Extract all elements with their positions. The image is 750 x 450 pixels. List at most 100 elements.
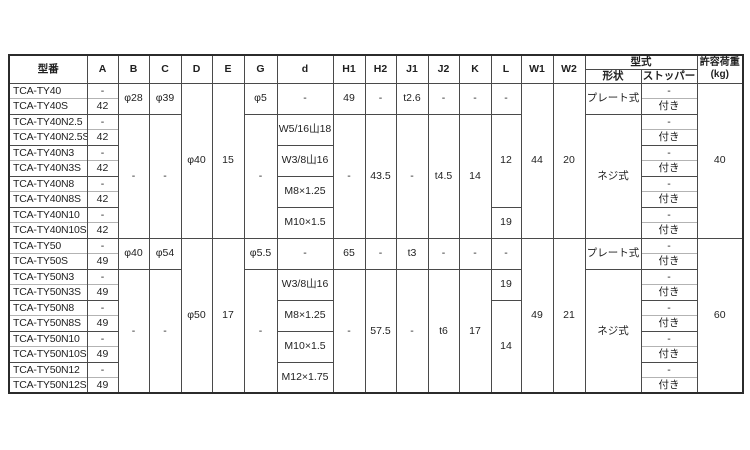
cell-stopper: 付き	[640, 284, 698, 300]
cell-A: -	[86, 82, 119, 99]
header-h2: H2	[364, 54, 397, 83]
spec-table-body: TCA-TY40- φ28 φ39 φ40 15 φ5-49- t2.6- - -44 20 プレー…	[8, 82, 744, 393]
cell-C: -	[148, 268, 182, 393]
header-a: A	[86, 54, 119, 83]
header-d-dia: D	[180, 54, 213, 83]
table-row: TCA-TY40N2.5S 42 付き	[8, 129, 743, 145]
cell-stopper: -	[640, 299, 698, 316]
cell-shape: ネジ式	[584, 268, 642, 393]
table-row: TCA-TY40N2.5- - - - W5/16山18-43.5- t4.5 14 12 ネジ…	[8, 113, 743, 238]
cell-A: -	[86, 268, 119, 285]
cell-L: 19	[490, 206, 522, 238]
cell-model: TCA-TY50N12	[8, 361, 88, 378]
table-row: TCA-TY40N3- W3/8山16-	[8, 144, 743, 176]
table-row: TCA-TY50- φ40 φ54 φ50 17 φ5.5-65- t3- - -49 21 プレー…	[8, 237, 744, 393]
cell-G: -	[243, 268, 278, 393]
cell-stopper: -	[640, 361, 698, 378]
cell-L: -	[490, 237, 522, 269]
cell-B: -	[117, 268, 150, 393]
cell-K: 14	[458, 113, 492, 238]
cell-model: TCA-TY40N10S	[8, 222, 88, 238]
cell-model: TCA-TY50N10	[8, 330, 88, 347]
cell-D: φ40	[180, 82, 213, 238]
cell-model: TCA-TY40N2.5S	[8, 129, 88, 145]
cell-d: M8×1.25	[276, 299, 334, 331]
cell-A: -	[86, 206, 119, 223]
cell-stopper: -	[640, 113, 698, 130]
cell-L: 14	[490, 299, 522, 393]
cell-H2: 43.5	[364, 113, 397, 238]
cell-W2: 20	[552, 82, 586, 238]
table-row: TCA-TY50N3S 49 付き	[8, 284, 743, 300]
cell-A: 49	[86, 377, 119, 393]
cell-model: TCA-TY40N3S	[8, 160, 88, 176]
cell-A: -	[86, 361, 119, 378]
cell-H1: -	[332, 113, 366, 238]
cell-model: TCA-TY50	[8, 237, 88, 254]
cell-A: -	[86, 299, 119, 316]
cell-stopper: -	[640, 330, 698, 347]
table-row: TCA-TY50N12S 49 付き	[8, 377, 743, 393]
table-row: TCA-TY40N10S 42 付き	[8, 222, 743, 238]
cell-model: TCA-TY40N2.5	[8, 113, 88, 130]
cell-model: TCA-TY40S	[8, 98, 88, 114]
cell-D: φ50	[180, 237, 213, 393]
cell-model: TCA-TY50N8	[8, 299, 88, 316]
cell-shape: プレート式	[584, 237, 642, 269]
cell-B: φ40	[117, 237, 150, 269]
cell-G: φ5.5	[243, 237, 278, 269]
cell-d: M10×1.5	[276, 206, 334, 238]
table-row: TCA-TY50N10- M10×1.5-	[8, 330, 743, 362]
cell-H2: -	[364, 237, 397, 269]
spec-table: 型番 A B C D E G d H1 H2 J1 J2 K L W1 W2 型…	[8, 54, 744, 394]
header-load-label: 許容荷重	[699, 57, 740, 69]
cell-stopper: 付き	[640, 191, 698, 207]
cell-H1: -	[332, 268, 366, 393]
cell-d: W3/8山16	[276, 268, 334, 300]
cell-model: TCA-TY50S	[8, 253, 88, 269]
header-type-group: 型式	[584, 54, 698, 69]
header-shape: 形状	[584, 68, 642, 83]
cell-d: -	[276, 82, 334, 114]
header-c: C	[148, 54, 182, 83]
cell-J1: t2.6	[395, 82, 429, 114]
cell-J2: -	[427, 237, 460, 269]
cell-A: -	[86, 144, 119, 161]
cell-stopper: 付き	[640, 346, 698, 362]
cell-stopper: -	[640, 175, 698, 192]
table-row: TCA-TY40N8- M8×1.25-	[8, 175, 743, 207]
cell-A: 49	[86, 284, 119, 300]
cell-H1: 65	[332, 237, 366, 269]
header-thread-d: d	[276, 54, 334, 83]
cell-model: TCA-TY50N3S	[8, 284, 88, 300]
header-k: K	[458, 54, 492, 83]
table-row: TCA-TY40- φ28 φ39 φ40 15 φ5-49- t2.6- - -44 20 プレー…	[8, 82, 744, 238]
table-row: TCA-TY50N8- M8×1.25 14-	[8, 299, 743, 393]
cell-J1: t3	[395, 237, 429, 269]
cell-stopper: 付き	[640, 129, 698, 145]
cell-W2: 21	[552, 237, 586, 393]
cell-A: 49	[86, 253, 119, 269]
header-row-sub: 形状 ストッパー	[9, 68, 743, 83]
cell-W1: 44	[520, 82, 554, 238]
cell-B: φ28	[117, 82, 150, 114]
cell-H1: 49	[332, 82, 366, 114]
table-row: TCA-TY50S 49 付き	[8, 253, 743, 269]
cell-A: 42	[86, 129, 119, 145]
cell-stopper: -	[640, 144, 698, 161]
header-g: G	[243, 54, 278, 83]
header-e: E	[211, 54, 245, 83]
cell-load: 60	[696, 237, 744, 393]
cell-stopper: -	[640, 237, 698, 254]
cell-K: -	[458, 237, 492, 269]
cell-d: M10×1.5	[276, 330, 334, 362]
cell-A: 42	[86, 98, 119, 114]
cell-J2: t6	[427, 268, 460, 393]
cell-model: TCA-TY50N12S	[8, 377, 88, 393]
table-row: TCA-TY50N10S 49 付き	[8, 346, 743, 362]
cell-K: 17	[458, 268, 492, 393]
cell-model: TCA-TY40	[8, 82, 88, 99]
header-j1: J1	[395, 54, 429, 83]
header-load: 許容荷重 (kg)	[696, 54, 744, 83]
